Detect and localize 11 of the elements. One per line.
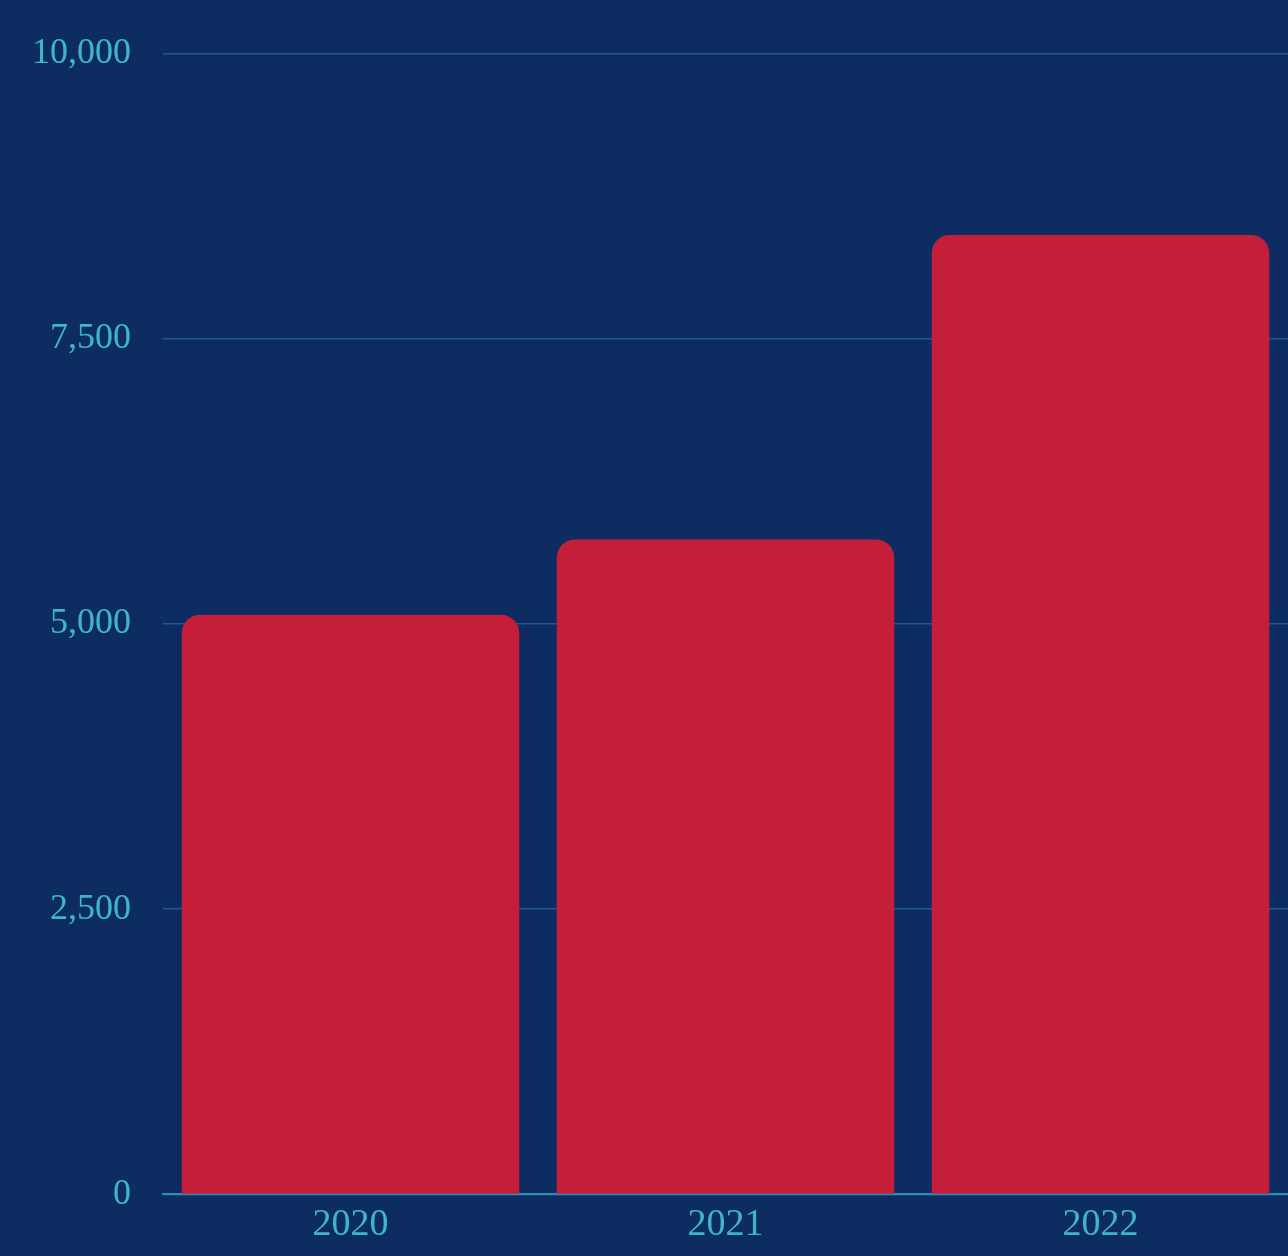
y-tick-label: 7,500 (50, 316, 131, 357)
bar (931, 234, 1270, 1194)
y-tick-label: 5,000 (50, 601, 131, 642)
x-tick-label: 2021 (687, 1201, 764, 1244)
x-tick-label: 2020 (312, 1201, 389, 1244)
y-tick-label: 10,000 (32, 31, 131, 72)
x-tick-label: 2022 (1062, 1201, 1139, 1244)
y-tick-label: 2,500 (50, 886, 131, 927)
bar (181, 614, 520, 1194)
bar (556, 539, 895, 1194)
y-tick-label: 0 (113, 1171, 131, 1212)
